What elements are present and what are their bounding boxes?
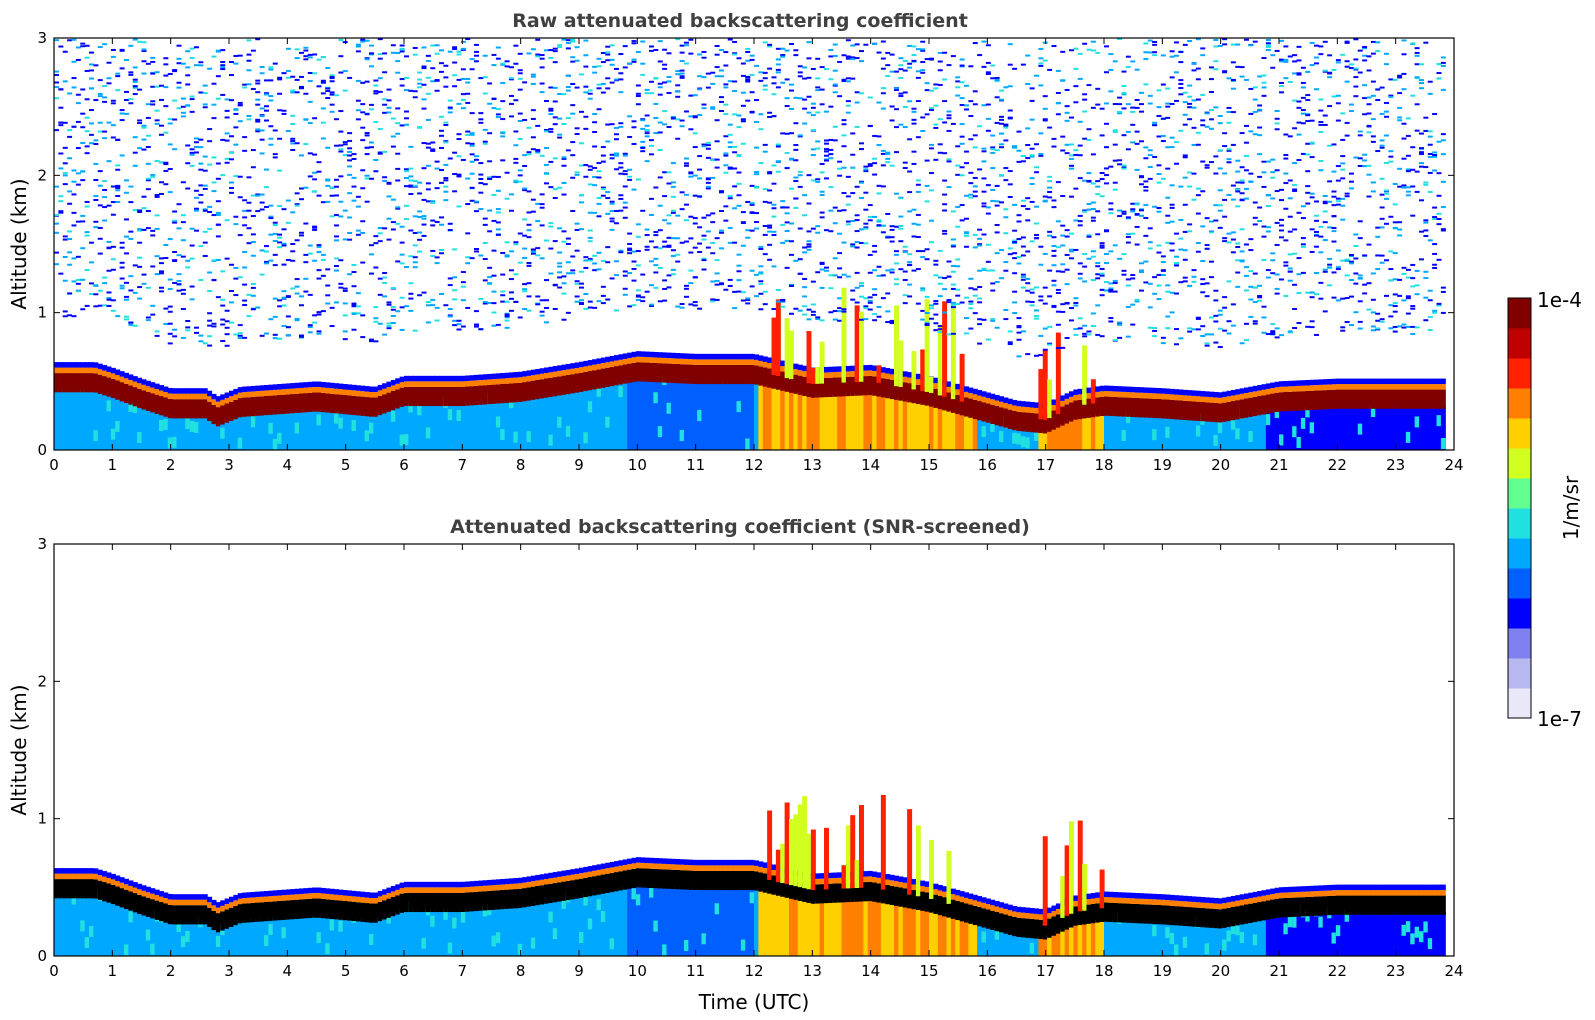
colorbar-band: [1508, 598, 1531, 629]
x-tick-label: 19: [1153, 962, 1172, 980]
x-tick-label: 20: [1211, 456, 1230, 474]
x-tick-label: 14: [861, 962, 880, 980]
panel-raw-y-ticks: 0 1 2 3: [37, 29, 1454, 459]
y-tick-label: 0: [37, 947, 47, 965]
x-tick-label: 5: [341, 962, 351, 980]
x-tick-label: 17: [1036, 456, 1055, 474]
x-tick-label: 2: [166, 456, 176, 474]
y-tick-label: 3: [37, 29, 47, 47]
x-tick-label: 18: [1094, 962, 1113, 980]
panel-screened-y-ticks: 0 1 2 3: [37, 535, 1454, 965]
x-tick-label: 12: [744, 456, 763, 474]
x-tick-label: 17: [1036, 962, 1055, 980]
colorbar-band: [1508, 508, 1531, 539]
x-tick-label: 7: [458, 962, 468, 980]
colorbar-max-label: 1e-4: [1537, 288, 1582, 312]
x-tick-label: 18: [1094, 456, 1113, 474]
x-tick-label: 21: [1269, 456, 1288, 474]
x-tick-label: 5: [341, 456, 351, 474]
colorbar-gradient: [1508, 298, 1531, 719]
panel-screened-x-ticks: 0 1 2 3 4 5 6 7 8 9 10 11 12 13 14 15 16 17 18 19 20 21 22 23 24: [49, 544, 1464, 980]
colorbar-min-label: 1e-7: [1537, 707, 1582, 731]
panel-screened-heatmap: [54, 795, 1446, 956]
x-tick-label: 16: [978, 456, 997, 474]
x-tick-label: 0: [49, 456, 59, 474]
colorbar-band: [1508, 478, 1531, 509]
x-tick-label: 21: [1269, 962, 1288, 980]
panel-raw-heatmap: [54, 38, 1446, 450]
y-tick-label: 1: [37, 810, 47, 828]
x-tick-label: 3: [224, 962, 234, 980]
x-tick-label: 19: [1153, 456, 1172, 474]
x-tick-label: 14: [861, 456, 880, 474]
colorbar-band: [1508, 298, 1531, 329]
x-tick-label: 11: [686, 456, 705, 474]
y-tick-label: 3: [37, 535, 47, 553]
colorbar-band: [1508, 388, 1531, 419]
colorbar-band: [1508, 628, 1531, 659]
x-tick-label: 11: [686, 962, 705, 980]
x-tick-label: 24: [1444, 456, 1463, 474]
colorbar-frame: [1507, 297, 1532, 719]
x-tick-label: 23: [1386, 456, 1405, 474]
colorbar-band: [1508, 538, 1531, 569]
x-tick-label: 10: [628, 456, 647, 474]
colorbar-unit-label: 1/m/sr: [1559, 475, 1583, 540]
colorbar-band: [1508, 418, 1531, 449]
x-tick-label: 24: [1444, 962, 1463, 980]
panel-screened-ylabel: Altitude (km): [7, 684, 31, 815]
x-tick-label: 12: [744, 962, 763, 980]
x-tick-label: 1: [108, 962, 118, 980]
y-tick-label: 2: [37, 672, 47, 690]
y-tick-label: 2: [37, 166, 47, 184]
colorbar-band: [1508, 688, 1531, 719]
x-tick-label: 4: [283, 962, 293, 980]
x-axis-label: Time (UTC): [698, 990, 810, 1014]
panel-screened-title: Attenuated backscattering coefficient (S…: [450, 516, 1030, 538]
x-tick-label: 16: [978, 962, 997, 980]
x-tick-label: 9: [574, 962, 584, 980]
colorbar-band: [1508, 448, 1531, 479]
x-tick-label: 15: [919, 456, 938, 474]
x-tick-label: 23: [1386, 962, 1405, 980]
x-tick-label: 8: [516, 456, 526, 474]
y-tick-label: 1: [37, 304, 47, 322]
panel-raw-ylabel: Altitude (km): [7, 178, 31, 309]
y-tick-label: 0: [37, 441, 47, 459]
x-tick-label: 1: [108, 456, 118, 474]
colorbar-band: [1508, 568, 1531, 599]
panel-raw-title: Raw attenuated backscattering coefficien…: [512, 10, 968, 32]
x-tick-label: 6: [399, 456, 409, 474]
x-tick-label: 15: [919, 962, 938, 980]
colorbar-band: [1508, 328, 1531, 359]
x-tick-label: 22: [1328, 962, 1347, 980]
x-tick-label: 6: [399, 962, 409, 980]
x-tick-label: 8: [516, 962, 526, 980]
panel-raw-x-ticks: 0 1 2 3 4 5 6 7 8 9 10 11 12 13 14 15 16 17 18 19 20 21 22 23 24: [49, 38, 1464, 474]
x-tick-label: 9: [574, 456, 584, 474]
x-tick-label: 0: [49, 962, 59, 980]
panel-raw: Raw attenuated backscattering coefficien…: [7, 10, 1464, 474]
x-tick-label: 3: [224, 456, 234, 474]
x-tick-label: 22: [1328, 456, 1347, 474]
x-tick-label: 10: [628, 962, 647, 980]
colorbar-band: [1508, 658, 1531, 689]
colorbar-band: [1508, 358, 1531, 389]
x-tick-label: 13: [803, 962, 822, 980]
x-tick-label: 2: [166, 962, 176, 980]
x-tick-label: 20: [1211, 962, 1230, 980]
colorbar: 1e-4 1e-7 1/m/sr: [1507, 288, 1583, 731]
x-tick-label: 13: [803, 456, 822, 474]
panel-screened: Attenuated backscattering coefficient (S…: [7, 516, 1464, 1014]
x-tick-label: 4: [283, 456, 293, 474]
x-tick-label: 7: [458, 456, 468, 474]
